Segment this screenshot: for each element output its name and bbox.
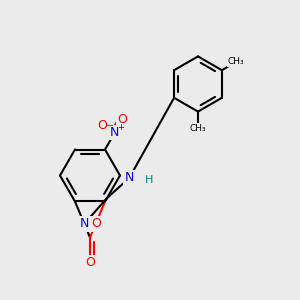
Text: O: O xyxy=(98,119,107,132)
Text: −: − xyxy=(106,121,114,130)
Text: O: O xyxy=(118,112,128,126)
Text: N: N xyxy=(80,217,89,230)
Text: N: N xyxy=(124,171,134,184)
Text: +: + xyxy=(117,123,124,132)
Text: CH₃: CH₃ xyxy=(228,58,244,67)
Text: CH₃: CH₃ xyxy=(190,124,206,133)
Text: O: O xyxy=(91,217,100,230)
Text: H: H xyxy=(145,175,153,185)
Text: O: O xyxy=(85,256,95,269)
Text: N: N xyxy=(110,126,119,139)
